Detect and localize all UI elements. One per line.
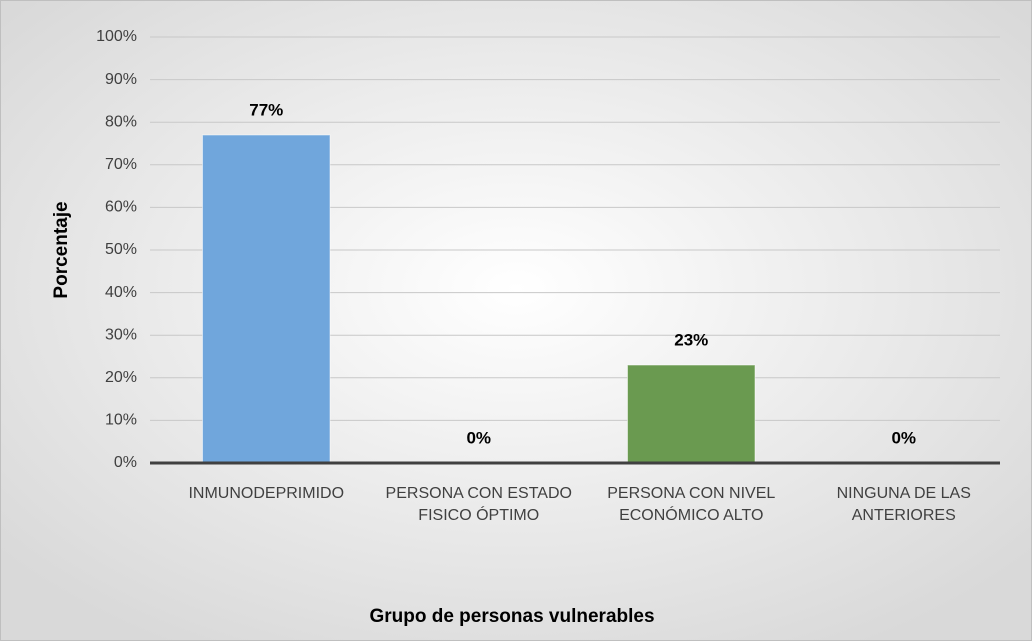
y-tick-label: 60% — [105, 199, 137, 216]
y-tick-label: 70% — [105, 156, 137, 173]
bar — [627, 364, 756, 464]
y-tick-label: 80% — [105, 113, 137, 130]
x-axis-title: Grupo de personas vulnerables — [369, 606, 654, 627]
y-tick-label: 30% — [105, 326, 137, 343]
y-axis-title: Porcentaje — [51, 201, 72, 298]
y-tick-label: 100% — [96, 28, 137, 45]
x-tick-label: NINGUNA DE LAS ANTERIORES — [836, 485, 971, 524]
data-label: 0% — [466, 428, 491, 447]
x-tick-label: PERSONA CON NIVEL ECONÓMICO ALTO — [607, 485, 776, 524]
y-tick-label: 20% — [105, 369, 137, 386]
y-tick-label: 10% — [105, 412, 137, 429]
data-label: 23% — [674, 331, 708, 350]
y-tick-label: 50% — [105, 241, 137, 258]
y-tick-label: 0% — [114, 454, 137, 471]
y-tick-label: 40% — [105, 284, 137, 301]
bar — [202, 134, 331, 464]
x-tick-label: PERSONA CON ESTADO FISICO ÓPTIMO — [385, 485, 572, 524]
data-label: 0% — [891, 428, 916, 447]
y-tick-label: 90% — [105, 71, 137, 88]
data-label: 77% — [249, 100, 283, 119]
x-tick-label: INMUNODEPRIMIDO — [188, 485, 345, 502]
